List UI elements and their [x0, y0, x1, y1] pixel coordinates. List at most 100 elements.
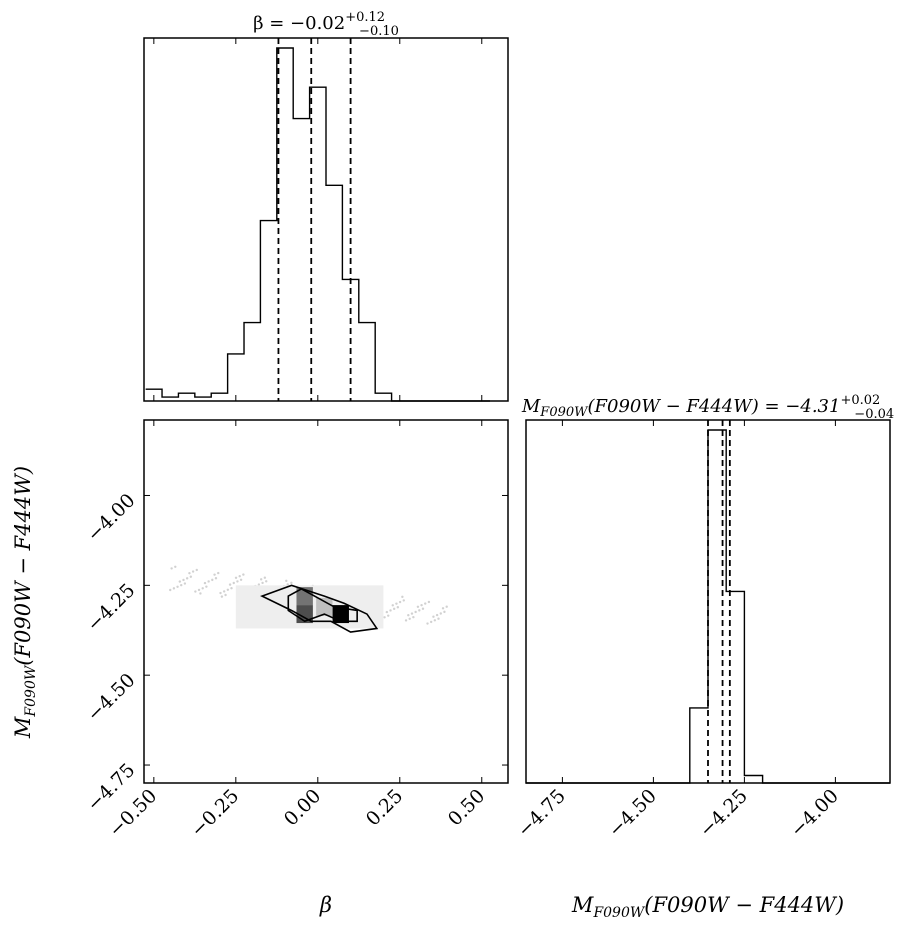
joint-contour-1: [260, 584, 379, 633]
joint-sample-point: [265, 580, 268, 583]
joint-sample-point: [392, 607, 396, 611]
joint-sample-point: [426, 622, 429, 625]
joint-sample-point: [420, 603, 423, 607]
mag-hist-step-line: [526, 429, 890, 784]
joint-density-cell: [332, 605, 349, 624]
mag-title-tail: (F090W − F444W) = −4.31: [588, 396, 841, 417]
joint-ylabel-tail: (F090W − F444W): [11, 466, 35, 666]
joint-sample-point: [224, 593, 227, 597]
beta-title-sup: +0.12: [345, 10, 385, 25]
joint-sample-point: [416, 605, 420, 608]
joint-sample-point: [226, 588, 230, 592]
joint-sample-point: [222, 590, 226, 593]
joint-sample-point: [387, 614, 390, 617]
beta-panel-title: β = −0.02+0.12 −0.10: [253, 10, 399, 39]
joint-sample-point: [230, 586, 233, 590]
joint-sample-point: [401, 595, 404, 599]
mag-title-sub: −0.04: [854, 407, 894, 422]
joint-sample-point: [439, 612, 442, 615]
joint-sample-point: [407, 614, 410, 617]
joint-sample-point: [435, 613, 439, 617]
tick-marks: [144, 38, 836, 783]
joint-sample-point: [421, 607, 425, 610]
joint-sample-point: [432, 615, 435, 618]
joint-sample-point: [197, 588, 201, 592]
joint-sample-point: [189, 575, 193, 578]
beta-hist-bar: [178, 393, 194, 401]
beta-hist-bar: [326, 185, 342, 401]
joint-x-tick-label: 0.25: [362, 785, 407, 830]
beta-histogram: [145, 38, 490, 402]
joint-sample-point: [217, 571, 220, 575]
joint-sample-point: [429, 620, 433, 624]
joint-x-tick-label: 0.50: [444, 785, 489, 830]
joint-x-tick-label: −0.25: [187, 785, 244, 842]
joint-sample-point: [195, 568, 198, 572]
joint-y-axis-label: MF090W(F090W − F444W): [11, 466, 39, 739]
mag-title-main-sub: F090W: [539, 405, 589, 420]
joint-sample-point: [232, 581, 235, 585]
joint-sample-point: [402, 599, 405, 602]
beta-hist-bar: [359, 323, 375, 401]
mag-x-tick-label: −4.75: [513, 785, 570, 842]
magnitude-histogram: [526, 420, 890, 784]
mag-xlabel-tail: (F090W − F444W): [644, 893, 844, 917]
joint-sample-point: [286, 583, 289, 586]
mag-x-tick-label: −4.50: [604, 785, 661, 842]
joint-sample-point: [259, 578, 263, 581]
joint-sample-point: [220, 595, 224, 598]
mag-title-main: M: [521, 396, 541, 417]
joint-y-tick-label: −4.50: [83, 669, 140, 726]
beta-hist-bar: [244, 323, 260, 401]
joint-sample-point: [427, 600, 431, 604]
joint-sample-point: [433, 619, 437, 622]
joint-sample-point: [285, 579, 288, 583]
joint-density: [169, 565, 448, 633]
joint-sample-point: [203, 581, 207, 585]
mag-panel-title: MF090W(F090W − F444W) = −4.31+0.02 −0.04: [521, 393, 894, 422]
joint-x-axis-label: β: [319, 893, 332, 917]
joint-sample-point: [172, 587, 176, 590]
joint-sample-point: [170, 567, 173, 570]
tick-labels: −0.50 −0.25 0.00 0.25 0.50−4.00−4.25−4.50−4.…: [83, 489, 843, 841]
joint-sample-point: [194, 590, 197, 593]
joint-sample-point: [236, 580, 239, 583]
joint-sample-point: [183, 582, 187, 585]
joint-sample-point: [412, 615, 415, 619]
joint-x-tick-label: 0.00: [280, 785, 325, 830]
mag-hist-bar: [744, 775, 762, 783]
joint-sample-point: [410, 612, 414, 615]
joint-sample-point: [207, 580, 210, 583]
joint-sample-point: [188, 571, 191, 575]
joint-sample-point: [437, 617, 440, 620]
joint-sample-point: [214, 577, 218, 580]
joint-sample-point: [174, 565, 177, 569]
joint-sample-point: [234, 576, 238, 580]
joint-y-tick-label: −4.00: [83, 489, 140, 546]
joint-ylabel-sub: F090W: [23, 664, 39, 717]
joint-sample-point: [228, 583, 232, 586]
joint-sample-point: [178, 580, 182, 583]
mag-hist-bar: [708, 430, 726, 783]
mag-hist-bar: [690, 708, 708, 783]
beta-hist-step-line: [145, 47, 490, 402]
joint-density-cell: [316, 597, 333, 616]
joint-sample-point: [395, 602, 398, 605]
beta-hist-bar: [375, 393, 391, 401]
beta-hist-bar: [260, 221, 276, 401]
mag-x-tick-label: −4.25: [695, 785, 752, 842]
joint-sample-point: [414, 610, 417, 614]
joint-sample-point: [389, 609, 392, 612]
joint-ylabel-main: M: [11, 716, 35, 739]
joint-sample-point: [391, 604, 394, 607]
joint-sample-point: [263, 576, 267, 579]
mag-xlabel-main: M: [571, 893, 594, 917]
joint-sample-point: [169, 588, 172, 592]
joint-sample-point: [180, 583, 183, 587]
joint-sample-point: [398, 600, 402, 604]
joint-y-tick-label: −4.25: [83, 579, 140, 636]
joint-contour-2: [287, 588, 358, 623]
joint-sample-point: [213, 573, 216, 576]
joint-sample-point: [257, 583, 261, 586]
